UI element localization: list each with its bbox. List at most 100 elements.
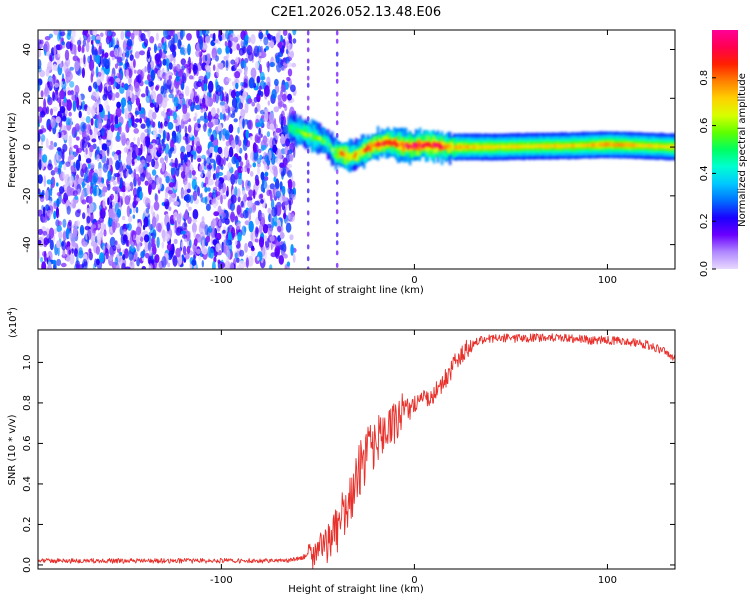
noise-blob bbox=[239, 161, 244, 167]
noise-blob bbox=[272, 144, 277, 153]
noise-blob bbox=[180, 46, 185, 54]
noise-blob bbox=[155, 85, 159, 91]
noise-blob bbox=[180, 171, 186, 179]
noise-blob bbox=[62, 249, 66, 256]
ridge-cell bbox=[620, 143, 624, 148]
ridge-cell bbox=[296, 128, 300, 133]
noise-streak bbox=[335, 78, 339, 84]
noise-blob bbox=[115, 92, 120, 99]
noise-blob bbox=[110, 193, 114, 201]
noise-blob bbox=[198, 223, 204, 235]
noise-blob bbox=[111, 36, 116, 48]
noise-blob bbox=[60, 262, 67, 268]
noise-blob bbox=[97, 118, 103, 130]
noise-blob bbox=[109, 50, 116, 58]
noise-blob bbox=[62, 171, 66, 180]
noise-blob bbox=[185, 193, 192, 203]
noise-blob bbox=[89, 163, 95, 169]
noise-blob bbox=[96, 76, 101, 86]
ridge-cell bbox=[386, 140, 390, 145]
noise-blob bbox=[244, 242, 248, 253]
ridge-cell bbox=[422, 143, 426, 148]
noise-blob bbox=[104, 99, 109, 109]
ridge-cell bbox=[574, 143, 578, 148]
noise-blob bbox=[133, 137, 136, 142]
noise-blob bbox=[146, 152, 152, 163]
snr-background bbox=[38, 330, 675, 569]
noise-blob bbox=[158, 128, 163, 134]
ridge-cell bbox=[614, 143, 618, 148]
ridge-cell bbox=[468, 145, 472, 150]
noise-blob bbox=[116, 243, 121, 250]
noise-blob bbox=[83, 54, 86, 65]
noise-blob bbox=[70, 89, 74, 95]
snr-ylabel: SNR (10 * v/v) bbox=[7, 414, 18, 485]
noise-blob bbox=[56, 133, 60, 139]
noise-blob bbox=[147, 73, 151, 82]
noise-blob bbox=[167, 121, 174, 130]
ridge-cell bbox=[444, 144, 448, 150]
noise-blob bbox=[188, 206, 192, 211]
noise-blob bbox=[158, 177, 162, 185]
noise-blob bbox=[175, 166, 180, 177]
snr-yscale-close: ) bbox=[8, 307, 19, 311]
snr-y-tick-label: 0.4 bbox=[22, 476, 33, 492]
noise-blob bbox=[59, 186, 65, 194]
noise-blob bbox=[192, 190, 198, 201]
ridge-cell bbox=[456, 144, 460, 149]
noise-blob bbox=[156, 222, 162, 232]
ridge-cell bbox=[562, 144, 566, 148]
noise-blob bbox=[154, 194, 159, 202]
noise-blob bbox=[201, 260, 204, 268]
ridge-cell bbox=[446, 143, 450, 153]
ridge-cell bbox=[332, 150, 336, 154]
noise-blob bbox=[242, 46, 247, 54]
noise-blob bbox=[69, 66, 74, 71]
noise-blob bbox=[215, 92, 219, 104]
noise-blob bbox=[286, 76, 291, 82]
noise-blob bbox=[203, 182, 207, 188]
noise-blob bbox=[247, 200, 253, 208]
noise-blob bbox=[135, 232, 140, 245]
snr-x-ticks: -100 0 100 bbox=[210, 330, 617, 586]
noise-blob bbox=[148, 80, 152, 87]
noise-blob bbox=[47, 60, 53, 71]
noise-blob bbox=[188, 75, 194, 80]
noise-blob bbox=[223, 175, 228, 181]
noise-blob bbox=[201, 42, 208, 51]
noise-blob bbox=[156, 213, 160, 222]
noise-blob bbox=[209, 33, 214, 38]
noise-blob bbox=[40, 256, 44, 263]
noise-streak bbox=[335, 120, 339, 126]
noise-blob bbox=[100, 128, 106, 137]
ridge-cell bbox=[586, 143, 590, 148]
ridge-cell bbox=[518, 144, 522, 149]
noise-blob bbox=[254, 200, 260, 206]
noise-blob bbox=[184, 85, 190, 97]
noise-blob bbox=[48, 227, 55, 239]
noise-blob bbox=[70, 38, 76, 44]
noise-blob bbox=[59, 122, 63, 130]
noise-blob bbox=[217, 123, 222, 132]
noise-blob bbox=[219, 112, 223, 121]
noise-blob bbox=[72, 202, 76, 209]
noise-blob bbox=[230, 89, 236, 99]
ridge-cell bbox=[644, 143, 648, 148]
ridge-cell bbox=[324, 139, 328, 145]
ridge-cell bbox=[348, 156, 352, 161]
noise-blob bbox=[157, 142, 162, 154]
noise-blob bbox=[205, 70, 211, 80]
ridge-cell bbox=[378, 143, 382, 147]
noise-blob bbox=[38, 132, 41, 143]
ridge-cell bbox=[314, 135, 318, 141]
noise-blob bbox=[145, 197, 151, 207]
noise-blob bbox=[56, 198, 60, 208]
noise-blob bbox=[98, 167, 102, 178]
noise-blob bbox=[221, 33, 227, 41]
noise-blob bbox=[97, 71, 102, 77]
noise-blob bbox=[222, 243, 226, 254]
noise-blob bbox=[230, 59, 236, 65]
noise-blob bbox=[165, 58, 170, 67]
ridge-cell bbox=[344, 153, 348, 158]
noise-blob bbox=[50, 140, 54, 146]
